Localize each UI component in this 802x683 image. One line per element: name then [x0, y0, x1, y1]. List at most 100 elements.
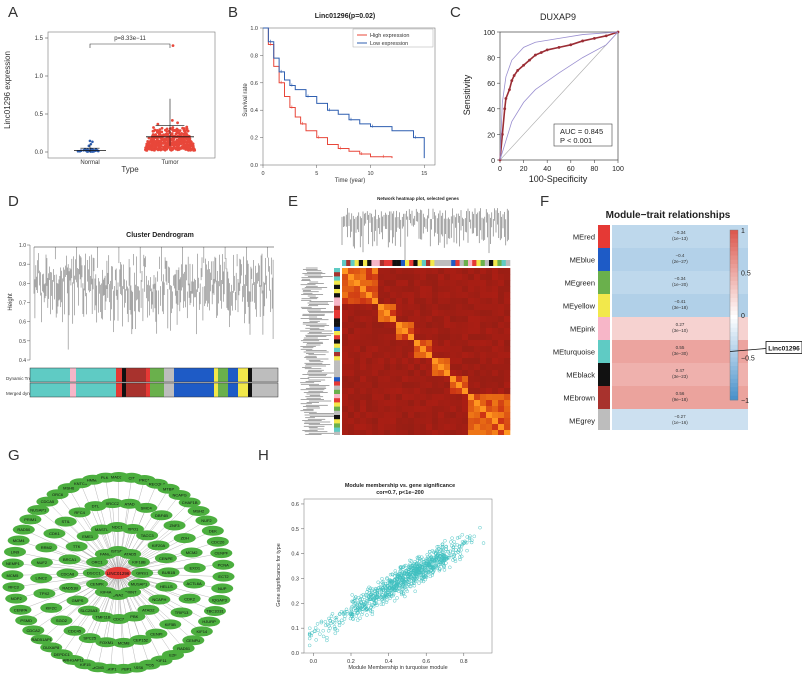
panel-e-heatmap-cell — [456, 370, 463, 377]
panel-e-heatmap-cell — [474, 334, 481, 341]
panel-e-heatmap-cell — [342, 400, 349, 407]
panel-e-heatmap-cell — [378, 424, 385, 431]
panel-e-heatmap-cell — [360, 388, 367, 395]
panel-e-heatmap-cell — [414, 364, 421, 371]
panel-e-heatmap-cell — [432, 322, 439, 329]
panel-e-heatmap-cell — [504, 388, 511, 395]
panel-e-heatmap-cell — [348, 268, 355, 275]
panel-e-heatmap-cell — [486, 370, 493, 377]
panel-e-heatmap-cell — [342, 322, 349, 329]
panel-h-point — [358, 616, 362, 621]
panel-e-top-color-bar — [426, 260, 431, 266]
panel-a-point-tumor — [155, 147, 159, 151]
panel-g-gene-label: XPO1 — [128, 527, 139, 532]
panel-e-heatmap-cell — [480, 358, 487, 365]
panel-e-heatmap-cell — [426, 298, 433, 305]
panel-e-top-color-bar — [434, 260, 439, 266]
panel-f-cell-value: −0.41 — [674, 299, 686, 304]
panel-g-gene-label: CENPA — [14, 607, 28, 612]
panel-e-heatmap-cell — [486, 346, 493, 353]
panel-e-heatmap-cell — [408, 388, 415, 395]
panel-h-point — [440, 542, 445, 546]
panel-h-point — [413, 560, 417, 564]
panel-h-point — [413, 579, 418, 584]
panel-e-heatmap-cell — [360, 382, 367, 389]
panel-e-heatmap-cell — [474, 388, 481, 395]
panel-e-heatmap-cell — [444, 382, 451, 389]
panel-e-heatmap-cell — [426, 418, 433, 425]
panel-e-left-color-bar — [334, 289, 340, 294]
panel-e-heatmap-cell — [438, 304, 445, 311]
panel-c-ytick-label: 100 — [483, 30, 495, 37]
panel-e-heatmap-cell — [342, 376, 349, 383]
panel-g-gene-node — [94, 587, 117, 598]
panel-e-heatmap-cell — [360, 412, 367, 419]
panel-e-left-color-bar — [334, 356, 340, 361]
panel-e-heatmap-cell — [444, 388, 451, 395]
panel-e-heatmap-cell — [456, 298, 463, 305]
panel-e-heatmap-cell — [342, 328, 349, 335]
panel-a-point-tumor — [162, 138, 166, 142]
panel-e-heatmap-cell — [462, 286, 469, 293]
panel-h-point — [386, 584, 390, 589]
panel-e-heatmap-cell — [468, 310, 475, 317]
panel-e-heatmap-cell — [474, 328, 481, 335]
panel-c-xtick-label: 100 — [612, 166, 624, 173]
panel-e-heatmap-cell — [480, 388, 487, 395]
panel-e-heatmap-cell — [342, 358, 349, 365]
panel-h-point — [414, 571, 419, 576]
panel-e-heatmap-cell — [384, 316, 391, 323]
panel-e-heatmap-cell — [480, 298, 487, 305]
panel-e-heatmap-cell — [408, 358, 415, 365]
panel-e-heatmap-cell — [456, 352, 463, 359]
panel-e-heatmap-cell — [348, 370, 355, 377]
panel-f-module-label: MEblack — [566, 371, 595, 380]
panel-label-e: E — [288, 193, 299, 210]
panel-e-heatmap-cell — [492, 346, 499, 353]
panel-e-heatmap-cell — [360, 424, 367, 431]
panel-e-heatmap-cell — [438, 274, 445, 281]
panel-g-gene-label: CEP152 — [133, 638, 149, 643]
panel-h-point — [435, 566, 439, 570]
panel-g-gene-label: ATAD2 — [142, 607, 155, 612]
panel-h-point — [369, 592, 374, 597]
panel-e-heatmap-cell — [438, 382, 445, 389]
panel-h-point — [478, 525, 482, 530]
panel-h-point — [338, 611, 342, 616]
panel-f-title: Module−trait relationships — [606, 210, 731, 221]
panel-d-module-bar — [248, 368, 252, 382]
panel-e-heatmap-cell — [372, 346, 379, 353]
panel-e-heatmap-cell — [342, 274, 349, 281]
panel-e-heatmap-cell — [342, 298, 349, 305]
panel-e-left-color-bar — [334, 364, 340, 370]
panel-g-gene-node — [118, 498, 141, 509]
panel-g-gene-label: NUF2 — [201, 518, 212, 523]
panel-f-scale-step — [730, 247, 738, 252]
panel-d-module-bar — [252, 368, 278, 382]
panel-e-heatmap-cell — [360, 406, 367, 413]
panel-e-heatmap-cell — [468, 334, 475, 341]
panel-e-heatmap-cell — [492, 394, 499, 401]
panel-g-gene-node — [157, 567, 180, 578]
panel-h-point — [354, 608, 358, 613]
panel-e-top-color-bar — [367, 260, 372, 266]
panel-e-heatmap-cell — [432, 340, 439, 347]
panel-e-heatmap-cell — [462, 364, 469, 371]
panel-e-left-color-bar — [334, 352, 340, 357]
panel-e-heatmap-cell — [360, 292, 367, 299]
panel-h-point — [460, 533, 465, 537]
panel-h-point — [440, 548, 445, 552]
panel-e-heatmap-cell — [426, 370, 433, 377]
panel-e-heatmap-cell — [366, 298, 373, 305]
panel-e-heatmap-cell — [402, 310, 409, 317]
panel-e-heatmap-cell — [342, 424, 349, 431]
panel-e-heatmap-cell — [456, 280, 463, 287]
panel-e-heatmap-cell — [396, 388, 403, 395]
panel-label-c: C — [450, 4, 461, 21]
panel-e-heatmap-cell — [360, 418, 367, 425]
panel-e-heatmap-cell — [402, 388, 409, 395]
panel-h-point — [383, 582, 388, 586]
panel-e-heatmap-cell — [462, 340, 469, 347]
panel-h-point — [349, 607, 354, 612]
panel-f-scale-step — [730, 383, 738, 388]
